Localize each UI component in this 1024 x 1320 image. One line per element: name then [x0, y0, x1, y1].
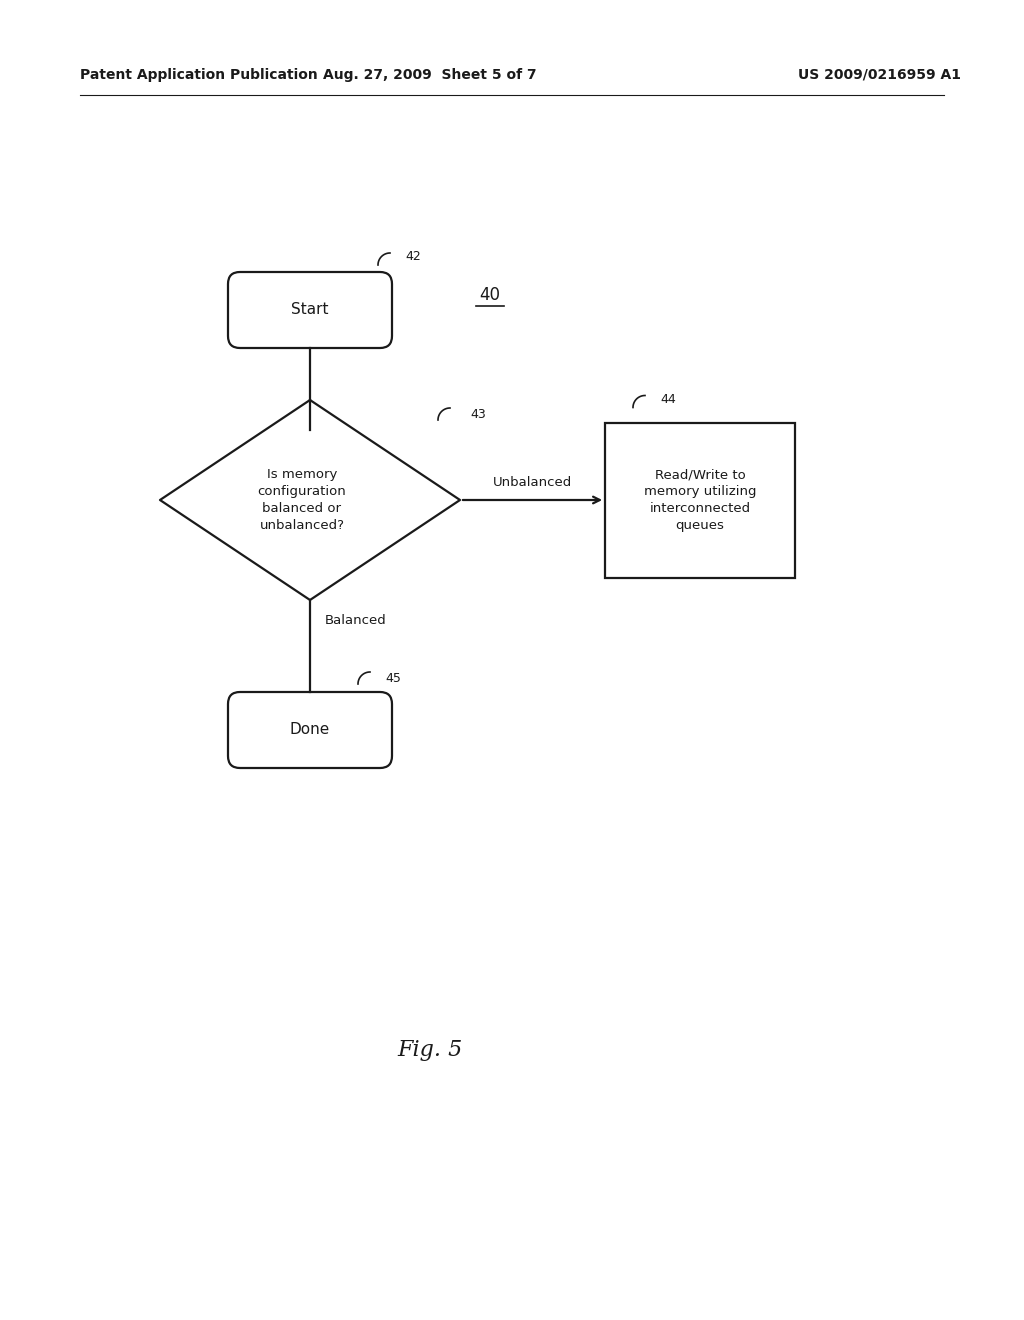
- Text: Fig. 5: Fig. 5: [397, 1039, 463, 1061]
- Text: 42: 42: [406, 251, 421, 264]
- Text: Read/Write to
memory utilizing
interconnected
queues: Read/Write to memory utilizing interconn…: [644, 469, 757, 532]
- Text: Is memory
configuration
balanced or
unbalanced?: Is memory configuration balanced or unba…: [258, 469, 346, 532]
- Text: Balanced: Balanced: [325, 615, 387, 627]
- Text: 45: 45: [385, 672, 400, 685]
- Text: Aug. 27, 2009  Sheet 5 of 7: Aug. 27, 2009 Sheet 5 of 7: [324, 69, 537, 82]
- Bar: [605, 422, 795, 578]
- Text: Unbalanced: Unbalanced: [493, 475, 572, 488]
- Text: Patent Application Publication: Patent Application Publication: [80, 69, 317, 82]
- FancyBboxPatch shape: [228, 272, 392, 348]
- Text: US 2009/0216959 A1: US 2009/0216959 A1: [799, 69, 962, 82]
- Text: 43: 43: [470, 408, 485, 421]
- Text: Done: Done: [290, 722, 330, 738]
- Text: 44: 44: [660, 393, 676, 407]
- Text: 40: 40: [479, 286, 501, 304]
- Text: Start: Start: [291, 302, 329, 318]
- FancyBboxPatch shape: [228, 692, 392, 768]
